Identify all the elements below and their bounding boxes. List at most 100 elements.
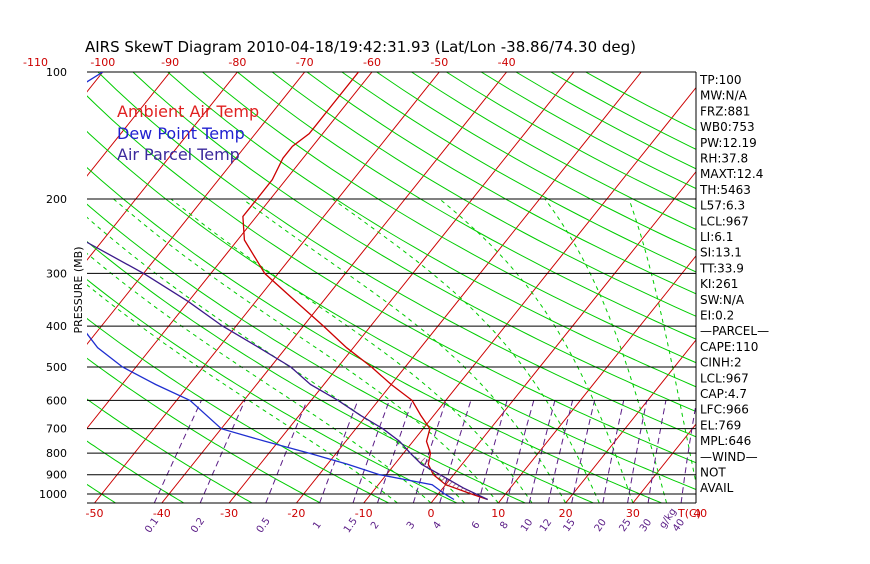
mixing-ratio-tick-label: 2 (369, 520, 382, 532)
dry-adiabat-line (272, 72, 870, 503)
mixing-ratio-tick-label: 3 (405, 520, 418, 532)
pressure-tick-label: 900 (46, 469, 67, 482)
stability-index-label: LI:6.1 (700, 230, 733, 244)
dry-adiabat-line (516, 72, 870, 503)
stability-index-label: MW:N/A (700, 89, 748, 103)
stability-index-label: SI:13.1 (700, 246, 742, 260)
dry-adiabat-line (481, 72, 870, 503)
mixing-ratio-tick-label: 8 (498, 520, 511, 532)
stability-index-label: PW:12.19 (700, 136, 757, 150)
bottom-temp-tick-label: -30 (220, 507, 238, 520)
stability-index-label: —WIND— (700, 450, 758, 464)
ambient-temp-curve (243, 72, 488, 500)
pressure-tick-label: 200 (46, 193, 67, 206)
bottom-temp-tick-label: -10 (355, 507, 373, 520)
mixing-ratio-line (529, 400, 555, 503)
mixing-ratio-tick-label: 30 (638, 517, 654, 534)
stability-index-label: KI:261 (700, 277, 738, 291)
stability-index-label: SW:N/A (700, 293, 745, 307)
bottom-temp-tick-label: 30 (626, 507, 640, 520)
legend-parcel: Air Parcel Temp (117, 145, 240, 164)
dry-adiabat-line (0, 72, 116, 503)
stability-index-label: TP:100 (699, 73, 742, 87)
mixing-ratio-line (507, 400, 534, 503)
top-temp-tick-label: -90 (161, 56, 179, 69)
stability-index-label: EL:769 (700, 418, 741, 432)
mixing-ratio-line (681, 400, 697, 503)
pressure-tick-label: 500 (46, 361, 67, 374)
y-axis-label: PRESSURE (MB) (72, 247, 85, 334)
mixing-ratio-tick-label: 0.5 (255, 516, 273, 535)
moist-adiabat-line (440, 199, 633, 503)
mixing-ratio-tick-label: 6 (470, 520, 483, 532)
dry-adiabat-line (446, 72, 870, 503)
pressure-tick-label: 300 (46, 267, 67, 280)
pressure-tick-label: 700 (46, 423, 67, 436)
stability-index-label: —PARCEL— (700, 324, 769, 338)
mixing-ratio-tick-label: 20 (593, 517, 609, 534)
stability-index-label: CINH:2 (700, 356, 742, 370)
mixing-ratio-line (320, 400, 358, 503)
legend: Ambient Air Temp Dew Point Temp Air Parc… (117, 102, 259, 164)
pressure-tick-label: 600 (46, 394, 67, 407)
pressure-tick-label: 1000 (39, 488, 67, 501)
stability-index-label: LCL:967 (700, 214, 749, 228)
dry-adiabat-line (0, 72, 662, 503)
mixing-ratio-line (478, 400, 507, 503)
cin-hatched-area (415, 458, 484, 498)
dry-adiabat-line (377, 72, 870, 503)
moist-adiabat-line (27, 199, 431, 503)
mixing-ratio-line (628, 400, 647, 503)
isotherm-line (768, 72, 870, 503)
stability-index-label: RH:37.8 (700, 152, 748, 166)
bottom-temp-tick-label: -40 (153, 507, 171, 520)
bottom-temp-tick-label: 0 (428, 507, 435, 520)
top-temp-tick-label: -100 (90, 56, 115, 69)
stability-index-label: LCL:967 (700, 371, 749, 385)
stability-index-label: LFC:966 (700, 403, 749, 417)
chart-title: AIRS SkewT Diagram 2010-04-18/19:42:31.9… (85, 38, 636, 56)
mixing-ratio-tick-label: 10 (519, 517, 535, 534)
mixing-ratio-tick-label: 0.2 (189, 516, 207, 535)
stability-index-label: CAP:4.7 (700, 387, 747, 401)
mixing-ratio-tick-label: 4 (431, 520, 444, 532)
pressure-tick-label: 400 (46, 320, 67, 333)
moist-adiabat-line (545, 199, 667, 503)
mixing-ratio-tick-label: 12 (538, 517, 554, 534)
legend-dewpoint: Dew Point Temp (117, 124, 245, 143)
stability-index-label: MPL:646 (700, 434, 751, 448)
mixing-ratio-line (378, 400, 413, 503)
top-temp-tick-label: -110 (23, 56, 48, 69)
bottom-temp-tick-label: -50 (86, 507, 104, 520)
moist-adiabat-line (243, 199, 566, 503)
top-temp-tick-label: -80 (228, 56, 246, 69)
top-temp-tick-label: -70 (296, 56, 314, 69)
bottom-temp-tick-label: -20 (287, 507, 305, 520)
mixing-ratio-tick-label: 1 (311, 520, 324, 532)
stability-index-label: NOT (700, 466, 726, 480)
stability-index-label: CAPE:110 (700, 340, 758, 354)
pressure-tick-label: 100 (46, 66, 67, 79)
mixing-ratio-line (648, 400, 666, 503)
bottom-temp-tick-label: 20 (559, 507, 573, 520)
stability-index-label: FRZ:881 (700, 104, 750, 118)
dry-adiabat-line (342, 72, 870, 503)
stability-index-label: WB0:753 (700, 120, 755, 134)
isotherm-line (0, 72, 103, 503)
moist-adiabat-line (629, 199, 700, 503)
bottom-temp-tick-label: 10 (491, 507, 505, 520)
isotherm-line (0, 72, 36, 503)
stability-index-label: TT:33.9 (699, 261, 744, 275)
top-temp-tick-label: -60 (363, 56, 381, 69)
dry-adiabat-line (237, 72, 870, 503)
moist-adiabat-line (333, 199, 600, 503)
mixing-ratio-line (154, 400, 201, 503)
stability-index-label: TH:5463 (699, 183, 751, 197)
legend-ambient: Ambient Air Temp (117, 102, 259, 121)
mixing-ratio-line (548, 400, 572, 503)
temp-unit-label: T(C) (677, 507, 701, 520)
dry-adiabat-line (412, 72, 870, 503)
pressure-tick-label: 800 (46, 447, 67, 460)
